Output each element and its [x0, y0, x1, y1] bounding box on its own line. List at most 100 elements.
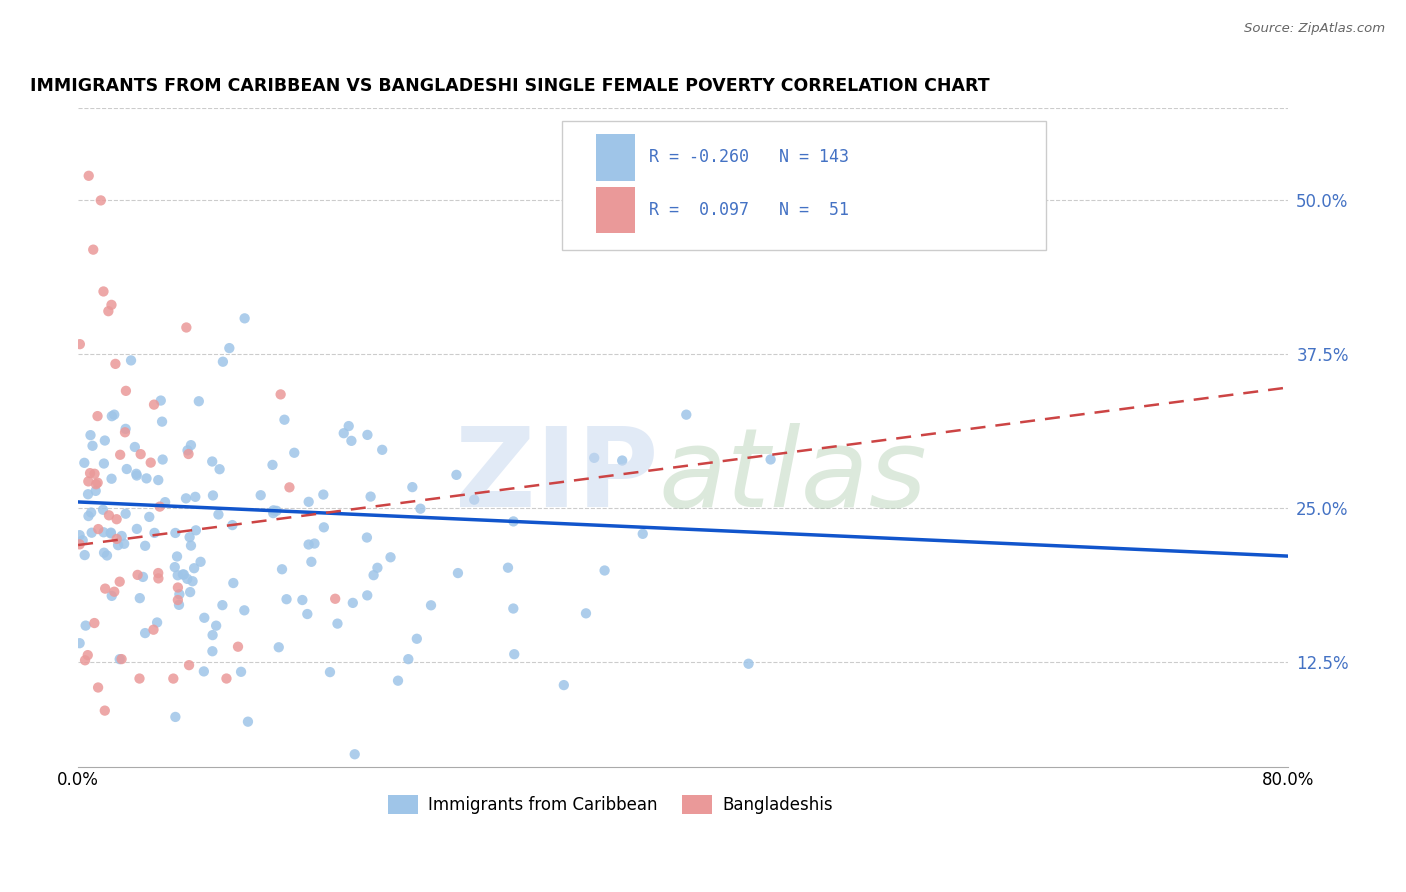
Point — [169, 587, 191, 601]
Point — [93, 525, 115, 540]
Point — [270, 387, 292, 401]
Point — [447, 566, 470, 580]
Point — [583, 450, 606, 465]
Point — [103, 408, 125, 422]
Point — [83, 467, 105, 481]
Point — [179, 530, 201, 544]
Point — [146, 615, 169, 630]
Point — [405, 632, 427, 646]
Point — [612, 453, 634, 467]
Point — [120, 353, 142, 368]
Point — [77, 509, 100, 524]
Point — [91, 502, 114, 516]
Point — [110, 652, 132, 666]
Point — [166, 549, 188, 564]
Point — [180, 539, 202, 553]
Point — [163, 560, 186, 574]
Point — [266, 504, 288, 518]
Point — [149, 500, 172, 514]
Point — [111, 529, 134, 543]
Point — [124, 440, 146, 454]
Point — [631, 526, 654, 541]
Text: ZIP: ZIP — [456, 424, 659, 531]
Point — [496, 560, 519, 574]
Point — [101, 409, 124, 424]
Point — [759, 452, 782, 467]
Point — [297, 537, 319, 551]
Point — [177, 658, 200, 673]
Point — [100, 589, 122, 603]
Point — [276, 592, 298, 607]
Point — [177, 447, 200, 461]
Point — [148, 566, 170, 580]
FancyBboxPatch shape — [562, 121, 1046, 250]
Point — [97, 508, 120, 523]
Point — [396, 652, 419, 666]
Point — [128, 672, 150, 686]
Point — [380, 550, 402, 565]
Point — [82, 439, 104, 453]
Point — [249, 488, 271, 502]
Point — [77, 487, 100, 501]
Point — [212, 355, 235, 369]
Point — [100, 472, 122, 486]
Point — [262, 503, 284, 517]
Point — [100, 525, 122, 540]
Point — [463, 492, 485, 507]
Point — [340, 434, 363, 448]
Point — [190, 555, 212, 569]
Point — [193, 665, 215, 679]
Point — [299, 555, 322, 569]
Point — [69, 528, 91, 542]
Point — [180, 438, 202, 452]
Point — [304, 536, 326, 550]
Point — [138, 509, 160, 524]
Point — [103, 584, 125, 599]
Point — [108, 652, 131, 666]
Point — [183, 561, 205, 575]
Point — [360, 490, 382, 504]
Text: IMMIGRANTS FROM CARIBBEAN VS BANGLADESHI SINGLE FEMALE POVERTY CORRELATION CHART: IMMIGRANTS FROM CARIBBEAN VS BANGLADESHI… — [30, 78, 990, 95]
Point — [173, 567, 195, 582]
Point — [575, 607, 598, 621]
Point — [139, 456, 162, 470]
Point — [503, 647, 526, 661]
Point — [184, 524, 207, 538]
Point — [201, 628, 224, 642]
Point — [201, 488, 224, 502]
Bar — [596, 135, 634, 180]
Point — [226, 640, 249, 654]
Point — [69, 636, 91, 650]
Point — [167, 598, 190, 612]
Point — [97, 304, 120, 318]
Point — [100, 526, 122, 541]
Point — [86, 409, 108, 423]
Point — [179, 585, 201, 599]
Point — [114, 425, 136, 440]
Point — [312, 520, 335, 534]
Point — [87, 522, 110, 536]
Point — [312, 487, 335, 501]
Text: atlas: atlas — [659, 424, 928, 531]
Point — [125, 468, 148, 483]
Point — [172, 567, 194, 582]
Point — [273, 413, 295, 427]
Point — [205, 618, 228, 632]
Point — [176, 572, 198, 586]
Point — [323, 591, 346, 606]
Point — [129, 447, 152, 461]
Point — [125, 467, 148, 481]
Point — [218, 341, 240, 355]
Point — [132, 570, 155, 584]
Point — [108, 574, 131, 589]
Point — [105, 512, 128, 526]
Point — [93, 546, 115, 560]
Point — [236, 714, 259, 729]
Point — [148, 571, 170, 585]
Point — [181, 574, 204, 589]
Point — [90, 194, 112, 208]
Point — [167, 581, 190, 595]
Point — [107, 538, 129, 552]
Point — [187, 394, 209, 409]
Point — [371, 442, 394, 457]
